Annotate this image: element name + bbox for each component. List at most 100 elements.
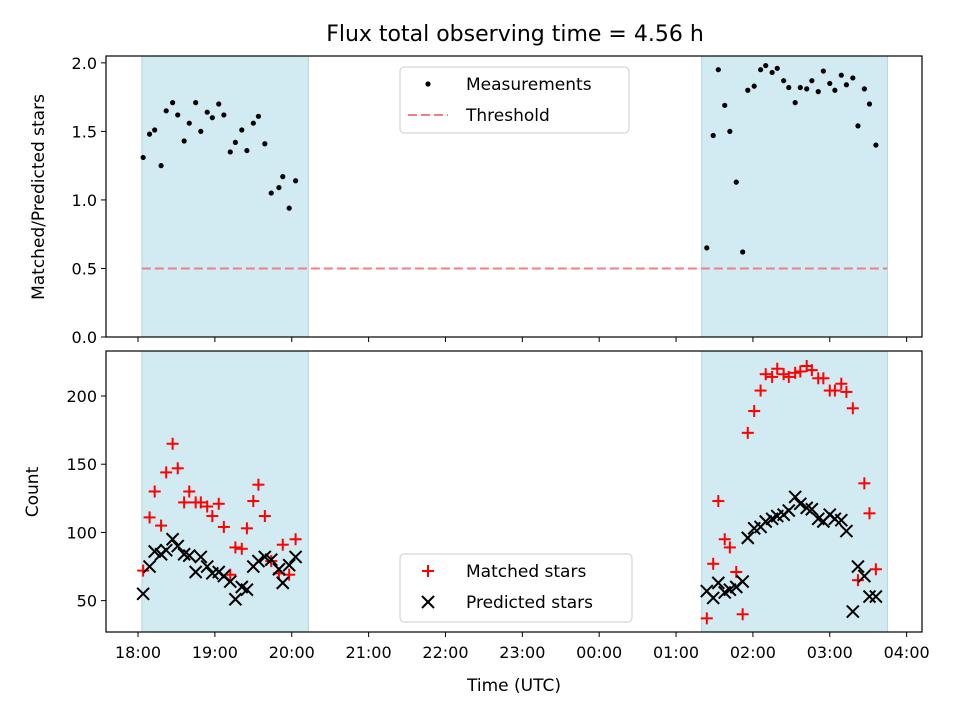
predicted-star-point xyxy=(182,548,196,563)
measurement-point xyxy=(227,149,233,155)
predicted-star-point xyxy=(136,587,150,601)
matched-star-point xyxy=(789,366,802,379)
measurement-point xyxy=(239,127,245,133)
predicted-star-point-b xyxy=(706,591,720,605)
matched-star-point xyxy=(777,368,790,381)
predicted-star-point xyxy=(793,497,808,511)
measurement-point xyxy=(152,127,158,133)
measurement-point xyxy=(262,141,268,147)
measurement-point xyxy=(193,100,199,106)
predicted-star-point xyxy=(165,532,180,546)
measurement-point xyxy=(286,205,292,211)
count-legend-label: Predicted stars xyxy=(466,593,593,613)
predicted-star-point-b xyxy=(165,532,180,546)
matched-star-point xyxy=(160,466,173,479)
matched-star-point xyxy=(858,477,871,490)
predicted-star-point xyxy=(228,592,243,606)
count-y-tick-label: 100 xyxy=(66,523,97,542)
measurement-point xyxy=(820,68,826,74)
matched-star-point xyxy=(863,507,876,520)
predicted-star-point-b xyxy=(177,547,191,561)
matched-star-point xyxy=(171,462,184,475)
matched-star-point xyxy=(206,510,219,523)
ratio-panel: 0.00.51.01.52.0 Matched/Predicted stars … xyxy=(29,54,923,347)
predicted-star-point xyxy=(805,502,819,516)
x-tick-label: 19:00 xyxy=(192,643,238,662)
measurement-point xyxy=(832,87,838,93)
measurement-point xyxy=(175,112,181,118)
x-tick-label: 04:00 xyxy=(884,643,930,662)
count-y-axis-label: Count xyxy=(23,466,43,517)
predicted-star-point xyxy=(846,604,860,619)
ratio-shaded-interval xyxy=(701,55,888,338)
predicted-star-point-b xyxy=(171,539,185,553)
ratio-y-tick-label: 0.5 xyxy=(72,259,97,278)
count-y-tick-label: 150 xyxy=(66,455,97,474)
measurement-point xyxy=(209,115,215,121)
matched-star-point xyxy=(178,496,191,509)
ratio-axes-frame xyxy=(105,55,923,338)
x-tick-label: 02:00 xyxy=(730,643,776,662)
x-tick-label: 21:00 xyxy=(346,643,392,662)
predicted-star-point xyxy=(834,513,849,527)
predicted-star-point-b xyxy=(258,550,272,564)
predicted-star-point xyxy=(869,589,883,604)
ratio-y-axis-label: Matched/Predicted stars xyxy=(29,94,49,300)
measurement-point xyxy=(255,113,262,119)
measurement-point xyxy=(221,112,227,118)
measurement-point xyxy=(244,147,250,154)
predicted-star-point xyxy=(272,562,286,576)
matched-star-point xyxy=(759,368,772,381)
predicted-star-point-b xyxy=(834,513,849,527)
measurement-point xyxy=(757,67,764,73)
predicted-star-point-b xyxy=(846,604,860,619)
matched-star-point xyxy=(766,370,779,383)
matched-star-point xyxy=(846,402,859,415)
matched-star-point xyxy=(805,364,818,377)
predicted-star-point-b xyxy=(182,548,196,563)
count-legend-marker xyxy=(421,595,435,609)
ratio-y-tick-label: 2.0 xyxy=(72,54,97,73)
ratio-legend-label: Measurements xyxy=(466,75,592,95)
measurement-point xyxy=(146,131,153,137)
predicted-star-point xyxy=(200,559,214,574)
matched-star-point xyxy=(851,574,864,587)
predicted-star-point-b xyxy=(136,587,150,601)
measurement-point xyxy=(163,108,169,114)
count-axes-frame xyxy=(105,350,923,633)
ratio-data-layer xyxy=(140,62,888,270)
matched-star-point xyxy=(137,564,150,577)
measurement-point xyxy=(804,86,810,92)
matched-star-point xyxy=(235,542,248,555)
matched-star-point xyxy=(201,500,214,513)
matched-star-point xyxy=(840,385,853,398)
measurement-point xyxy=(715,67,721,73)
measurement-point xyxy=(216,101,222,107)
count-data-layer xyxy=(136,360,883,625)
count-legend-label: Matched stars xyxy=(466,562,586,582)
measurement-point xyxy=(751,83,757,89)
predicted-star-point-b xyxy=(869,589,883,604)
matched-star-point xyxy=(794,365,807,378)
predicted-star-point-b xyxy=(288,550,303,564)
measurement-point xyxy=(186,120,192,126)
predicted-star-point-b xyxy=(228,592,243,606)
measurement-point xyxy=(140,154,146,161)
matched-star-point xyxy=(723,541,736,554)
matched-star-point xyxy=(252,478,265,491)
measurement-point xyxy=(280,174,286,180)
measurement-point xyxy=(763,62,769,69)
predicted-star-point-b xyxy=(194,550,208,564)
predicted-star-point xyxy=(782,503,796,518)
measurement-point xyxy=(740,249,746,255)
matched-star-point xyxy=(289,533,302,546)
count-shaded-intervals xyxy=(141,350,888,633)
matched-star-point xyxy=(183,485,196,498)
measurement-point xyxy=(710,132,716,139)
predicted-star-point-b xyxy=(862,589,877,604)
ratio-y-tick-label: 0.0 xyxy=(72,328,97,347)
predicted-star-point-b xyxy=(147,544,162,559)
x-tick-label: 03:00 xyxy=(807,643,853,662)
ratio-legend-marker xyxy=(425,81,431,87)
